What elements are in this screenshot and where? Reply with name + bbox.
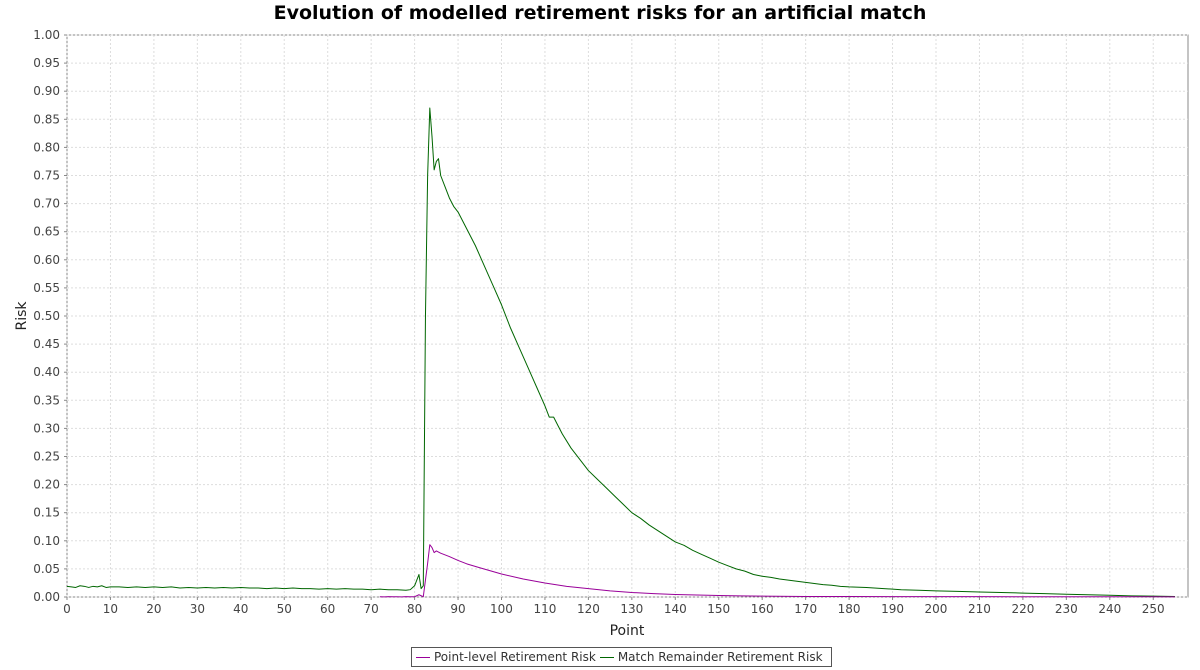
x-tick-label: 90 bbox=[450, 602, 465, 616]
x-tick-label: 50 bbox=[277, 602, 292, 616]
legend-item-point-level: Point-level Retirement Risk bbox=[416, 650, 596, 664]
x-tick-label: 140 bbox=[664, 602, 687, 616]
series-line-match-remainder bbox=[66, 107, 1175, 597]
x-axis-label: Point bbox=[610, 623, 645, 639]
y-tick-label: 0.00 bbox=[33, 590, 60, 604]
y-tick-label: 1.00 bbox=[33, 28, 60, 42]
x-tick-label: 100 bbox=[490, 602, 513, 616]
x-tick-label: 80 bbox=[407, 602, 422, 616]
y-tick-label: 0.50 bbox=[33, 309, 60, 323]
y-tick-label: 0.30 bbox=[33, 421, 60, 435]
x-tick-label: 170 bbox=[794, 602, 817, 616]
x-tick-label: 40 bbox=[233, 602, 248, 616]
y-tick-label: 0.85 bbox=[33, 112, 60, 126]
series-lines bbox=[66, 107, 1175, 598]
legend-swatch-match-remainder bbox=[599, 656, 614, 658]
x-tick-label: 60 bbox=[320, 602, 335, 616]
x-tick-label: 200 bbox=[925, 602, 948, 616]
x-tick-label: 150 bbox=[707, 602, 730, 616]
legend-label-point-level: Point-level Retirement Risk bbox=[434, 650, 596, 664]
x-tick-label: 70 bbox=[364, 602, 379, 616]
x-tick-label: 10 bbox=[103, 602, 118, 616]
y-tick-label: 0.95 bbox=[33, 56, 60, 70]
x-tick-label: 20 bbox=[146, 602, 161, 616]
y-tick-label: 0.25 bbox=[33, 450, 60, 464]
legend-swatch-point-level bbox=[416, 656, 430, 658]
x-tick-label: 160 bbox=[751, 602, 774, 616]
x-tick-label: 110 bbox=[533, 602, 556, 616]
legend-label-match-remainder: Match Remainder Retirement Risk bbox=[617, 650, 823, 664]
grid-lines bbox=[66, 34, 1188, 598]
legend: Point-level Retirement Risk Match Remain… bbox=[411, 647, 832, 667]
line-chart: 0.00 0.05 0.10 0.15 0.20 0.25 0.30 0.35 0.40 0.45… bbox=[14, 28, 1189, 639]
x-tick-label: 30 bbox=[190, 602, 205, 616]
y-axis-label: Risk bbox=[14, 301, 30, 331]
y-tick-label: 0.35 bbox=[33, 393, 60, 407]
y-tick-label: 0.40 bbox=[33, 365, 60, 379]
x-tick-label: 0 bbox=[63, 602, 71, 616]
y-tick-label: 0.65 bbox=[33, 225, 60, 239]
x-tick-label: 220 bbox=[1011, 602, 1034, 616]
legend-item-match-remainder: Match Remainder Retirement Risk bbox=[599, 650, 823, 664]
y-tick-label: 0.70 bbox=[33, 197, 60, 211]
y-tick-label: 0.90 bbox=[33, 84, 60, 98]
y-tick-label: 0.05 bbox=[33, 562, 60, 576]
x-tick-label: 210 bbox=[968, 602, 991, 616]
y-tick-label: 0.60 bbox=[33, 253, 60, 267]
y-tick-label: 0.15 bbox=[33, 506, 60, 520]
x-tick-label: 240 bbox=[1098, 602, 1121, 616]
x-tick-label: 250 bbox=[1142, 602, 1165, 616]
series-line-point-level bbox=[379, 544, 1175, 598]
y-tick-label: 0.45 bbox=[33, 337, 60, 351]
y-tick-label: 0.20 bbox=[33, 478, 60, 492]
x-axis-ticks: 0 10 20 30 40 50 60 70 80 90 100 110 120 130 140 150 160… bbox=[63, 597, 1165, 616]
x-tick-label: 190 bbox=[881, 602, 904, 616]
chart-title: Evolution of modelled retirement risks f… bbox=[273, 2, 927, 24]
y-tick-label: 0.80 bbox=[33, 140, 60, 154]
x-tick-label: 130 bbox=[620, 602, 643, 616]
y-axis-ticks: 0.00 0.05 0.10 0.15 0.20 0.25 0.30 0.35 0.40 0.45… bbox=[33, 28, 67, 604]
y-tick-label: 0.75 bbox=[33, 169, 60, 183]
x-tick-label: 120 bbox=[577, 602, 600, 616]
x-tick-label: 230 bbox=[1055, 602, 1078, 616]
x-tick-label: 180 bbox=[838, 602, 861, 616]
y-tick-label: 0.10 bbox=[33, 534, 60, 548]
y-tick-label: 0.55 bbox=[33, 281, 60, 295]
